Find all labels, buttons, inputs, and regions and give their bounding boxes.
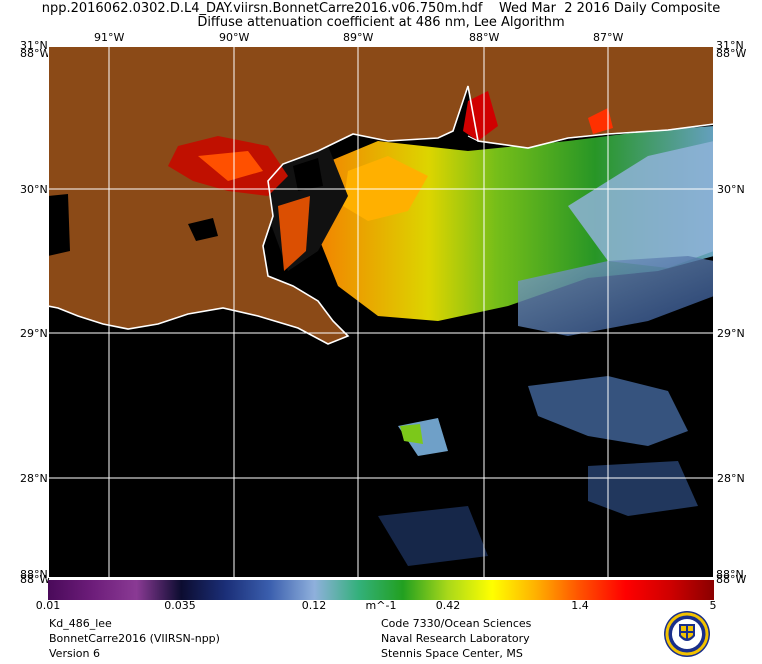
corner-top-left-lon: 88°W	[20, 47, 51, 60]
nrl-seal-icon	[664, 611, 710, 657]
corner-top-right-lon: 88°W	[716, 47, 747, 60]
kd486-map	[48, 46, 714, 578]
barrier-islands	[467, 123, 714, 149]
offshore-patch-1	[518, 256, 714, 336]
cb-tick-0035: 0.035	[164, 599, 196, 612]
footer-version: Version 6	[49, 647, 100, 660]
lake-small-1	[188, 218, 218, 241]
map-border	[48, 46, 714, 578]
corner-bottom-left-lat: 88°N	[20, 568, 48, 581]
coastline	[48, 85, 714, 345]
file-title: npp.2016062.0302.D.L4_DAY.viirsn.BonnetC…	[41, 1, 721, 16]
offshore-patch-green	[400, 424, 423, 444]
footer-region: BonnetCarre2016 (VIIRSN-npp)	[49, 632, 220, 645]
footer-product: Kd_486_lee	[49, 617, 112, 630]
lake-center	[198, 151, 263, 181]
colorbar	[48, 580, 714, 600]
footer-location: Stennis Space Center, MS	[381, 647, 523, 660]
cb-tick-042: 0.42	[435, 599, 461, 612]
corner-top-left-lat: 31°N	[20, 39, 48, 52]
offshore-patch-5	[378, 506, 488, 566]
cb-tick-012: 0.12	[301, 599, 327, 612]
footer-code: Code 7330/Ocean Sciences	[381, 617, 532, 630]
west-bay	[48, 194, 70, 256]
lat-label-29n-right: 29°N	[717, 327, 745, 340]
cb-tick-001: 0.01	[35, 599, 61, 612]
cb-tick-5: 5	[709, 599, 717, 612]
corner-bottom-right-lon: 88°W	[716, 573, 747, 586]
map-svg	[48, 46, 714, 578]
corner-bottom-right-lat: 88°N	[716, 568, 744, 581]
lon-label-89w: 89°W	[343, 31, 374, 44]
corner-top-right-lat: 31°N	[716, 39, 744, 52]
plume-red	[278, 196, 310, 271]
clear-water-east	[568, 141, 714, 268]
pensacola-bay	[588, 108, 613, 134]
corner-bottom-left-lon: 88°W	[20, 573, 51, 586]
cb-unit-label: m^-1	[365, 599, 397, 612]
lon-label-88w: 88°W	[469, 31, 500, 44]
graticule	[48, 46, 714, 578]
lake-borgne	[293, 158, 323, 191]
lat-label-28n-right: 28°N	[717, 472, 745, 485]
product-title: Diffuse attenuation coefficient at 486 n…	[197, 15, 565, 30]
offshore-patch-4	[588, 461, 698, 516]
lat-label-28n-left: 28°N	[20, 472, 48, 485]
lon-label-87w: 87°W	[593, 31, 624, 44]
lat-label-29n-left: 29°N	[20, 327, 48, 340]
land-mass	[48, 46, 714, 344]
lat-label-30n-left: 30°N	[20, 183, 48, 196]
lon-label-91w: 91°W	[94, 31, 125, 44]
footer-lab: Naval Research Laboratory	[381, 632, 530, 645]
cb-tick-14: 1.4	[571, 599, 589, 612]
lon-label-90w: 90°W	[219, 31, 250, 44]
lat-label-30n-right: 30°N	[717, 183, 745, 196]
